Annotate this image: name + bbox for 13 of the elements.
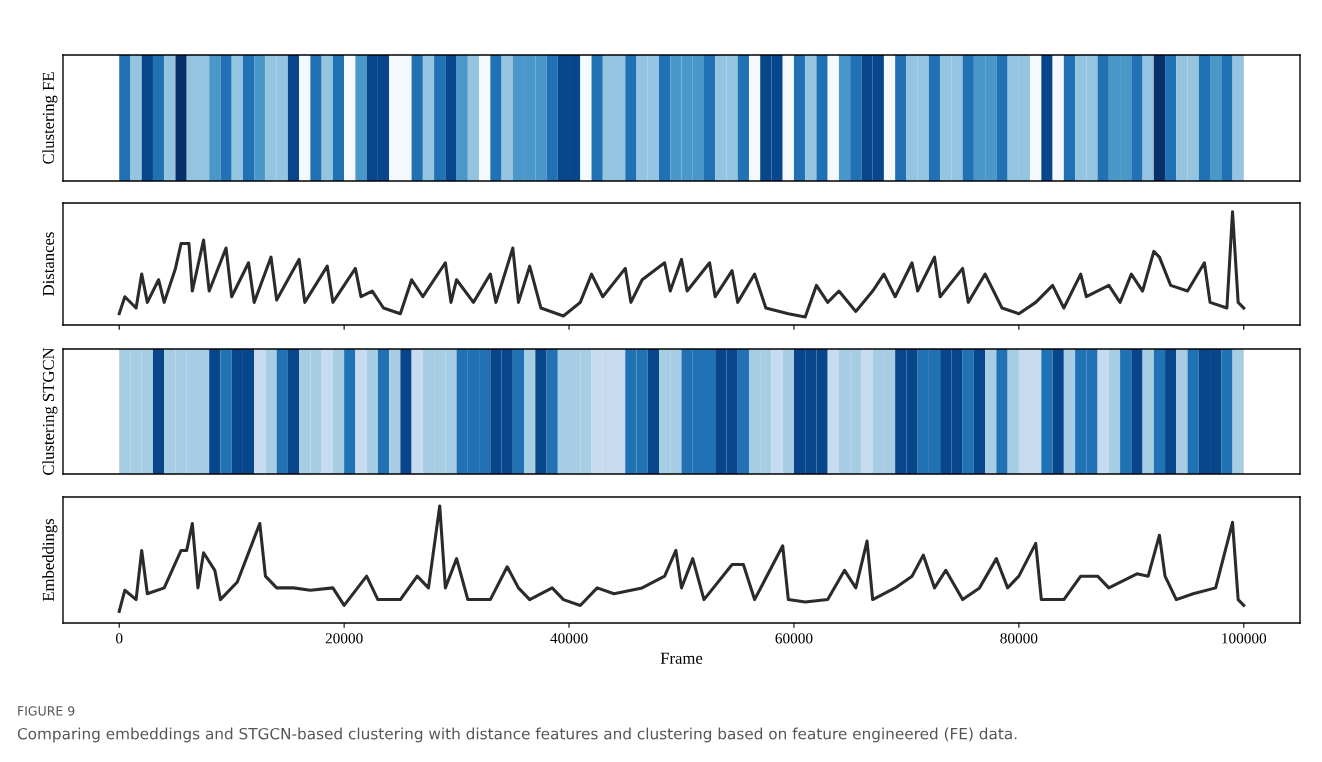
- x-tick-label: 60000: [775, 633, 813, 644]
- x-tick-label: 20000: [325, 633, 363, 644]
- x-axis-title: Frame: [660, 652, 703, 664]
- x-tick-label: 40000: [550, 633, 588, 644]
- y-axis-title: Distances: [42, 232, 55, 296]
- x-tick-label: 0: [115, 633, 123, 644]
- x-tick-label: 100000: [1222, 633, 1267, 644]
- text: Comparing embeddings and STGCN-based clustering with distance features and clustering based on feature engineered (FE) data.: [17, 727, 1017, 743]
- caption: FIGURE 9: [18, 706, 75, 716]
- y-axis-title: Clustering STGCN: [42, 347, 58, 475]
- y-axis-title: Clustering FE: [42, 72, 58, 164]
- x-tick-label: 80000: [1000, 633, 1038, 644]
- y-axis-title: Embeddings: [42, 518, 58, 602]
